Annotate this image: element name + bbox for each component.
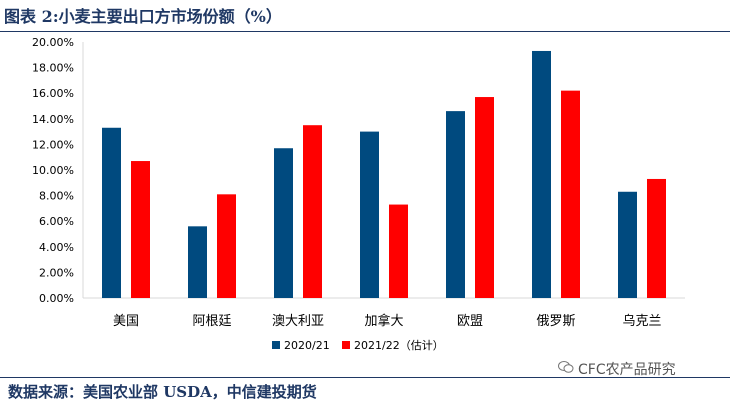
y-tick-label: 12.00% <box>32 138 74 151</box>
x-tick-label: 阿根廷 <box>192 314 231 329</box>
watermark-text: CFC农产品研究 <box>578 362 676 378</box>
y-tick-label: 14.00% <box>32 113 74 126</box>
bar <box>618 191 637 298</box>
bar <box>561 90 580 298</box>
legend-swatch <box>272 341 280 349</box>
x-tick-label: 澳大利亚 <box>272 313 324 329</box>
bar <box>532 50 551 299</box>
x-tick-label: 加拿大 <box>364 313 403 329</box>
x-tick-label: 欧盟 <box>457 314 483 329</box>
y-tick-label: 0.00% <box>39 292 74 305</box>
x-tick-label: 俄罗斯 <box>536 314 575 329</box>
legend-label: 2020/21 <box>284 339 330 352</box>
x-tick-label: 美国 <box>113 314 139 329</box>
bar <box>303 125 322 298</box>
bar <box>217 194 236 298</box>
y-tick-label: 4.00% <box>39 241 74 254</box>
legend: 2020/21 2021/22（估计） <box>272 339 444 352</box>
legend-label: 2021/22（估计） <box>354 339 444 352</box>
y-tick-label: 8.00% <box>39 190 74 203</box>
bar <box>446 111 465 299</box>
x-tick-label: 乌克兰 <box>622 313 661 329</box>
title-divider <box>0 31 730 32</box>
chart-title: 图表 2:小麦主要出口方市场份额（%） <box>4 7 282 26</box>
bar <box>102 127 121 298</box>
source-note: 数据来源：美国农业部 USDA，中信建投期货 <box>8 383 317 401</box>
bar <box>131 161 150 298</box>
bar <box>389 204 408 298</box>
y-tick-label: 18.00% <box>32 62 74 75</box>
wechat-icon <box>558 360 574 378</box>
x-tick-labels: 美国 阿根廷 澳大利亚 加拿大 欧盟 俄罗斯 乌克兰 <box>113 313 662 329</box>
y-tick-label: 2.00% <box>39 266 74 279</box>
bar <box>274 148 293 298</box>
y-tick-label: 16.00% <box>32 87 74 100</box>
y-tick-labels: 0.00% 2.00% 4.00% 6.00% 8.00% 10.00% 12.00% 14.… <box>32 36 74 305</box>
watermark: CFC农产品研究 <box>558 359 676 379</box>
y-tick-label: 20.00% <box>32 36 74 49</box>
bar <box>360 131 379 298</box>
legend-swatch <box>342 341 350 349</box>
bar <box>188 226 207 298</box>
y-tick-label: 6.00% <box>39 215 74 228</box>
footer-divider <box>0 377 730 378</box>
y-tick-label: 10.00% <box>32 164 74 177</box>
bars <box>102 50 666 299</box>
bar <box>475 97 494 298</box>
bar <box>647 178 666 298</box>
